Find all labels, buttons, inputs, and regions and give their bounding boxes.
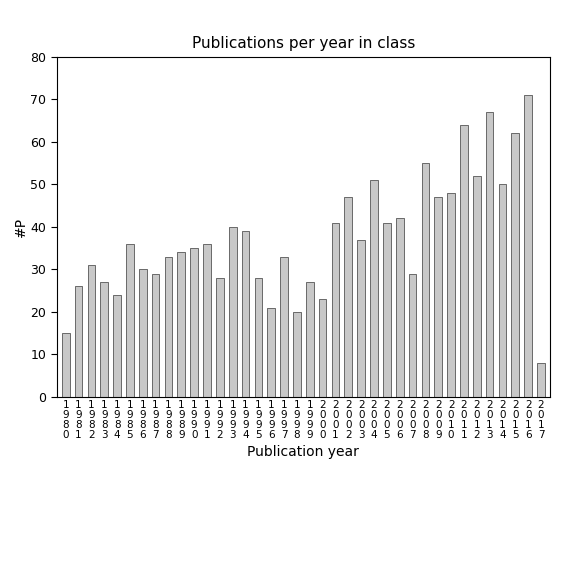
Bar [164,256,172,397]
Title: Publications per year in class: Publications per year in class [192,36,415,52]
Bar [409,274,416,397]
Bar [152,274,159,397]
Bar [255,278,262,397]
Bar [126,244,134,397]
Bar [75,286,82,397]
Bar [344,197,352,397]
Bar [421,163,429,397]
Bar [396,218,404,397]
Bar [383,223,391,397]
Bar [537,363,545,397]
X-axis label: Publication year: Publication year [247,445,359,459]
Bar [486,112,493,397]
Bar [434,197,442,397]
Bar [498,184,506,397]
Bar [191,248,198,397]
Bar [229,227,236,397]
Bar [473,176,481,397]
Bar [100,282,108,397]
Bar [306,282,314,397]
Bar [177,252,185,397]
Bar [87,265,95,397]
Bar [357,239,365,397]
Bar [242,231,249,397]
Bar [268,308,275,397]
Bar [447,193,455,397]
Bar [332,223,339,397]
Bar [113,295,121,397]
Bar [280,256,288,397]
Bar [139,269,147,397]
Bar [524,95,532,397]
Bar [62,333,70,397]
Bar [216,278,224,397]
Bar [319,299,327,397]
Bar [203,244,211,397]
Y-axis label: #P: #P [14,217,28,237]
Bar [370,180,378,397]
Bar [511,133,519,397]
Bar [293,312,301,397]
Bar [460,125,468,397]
